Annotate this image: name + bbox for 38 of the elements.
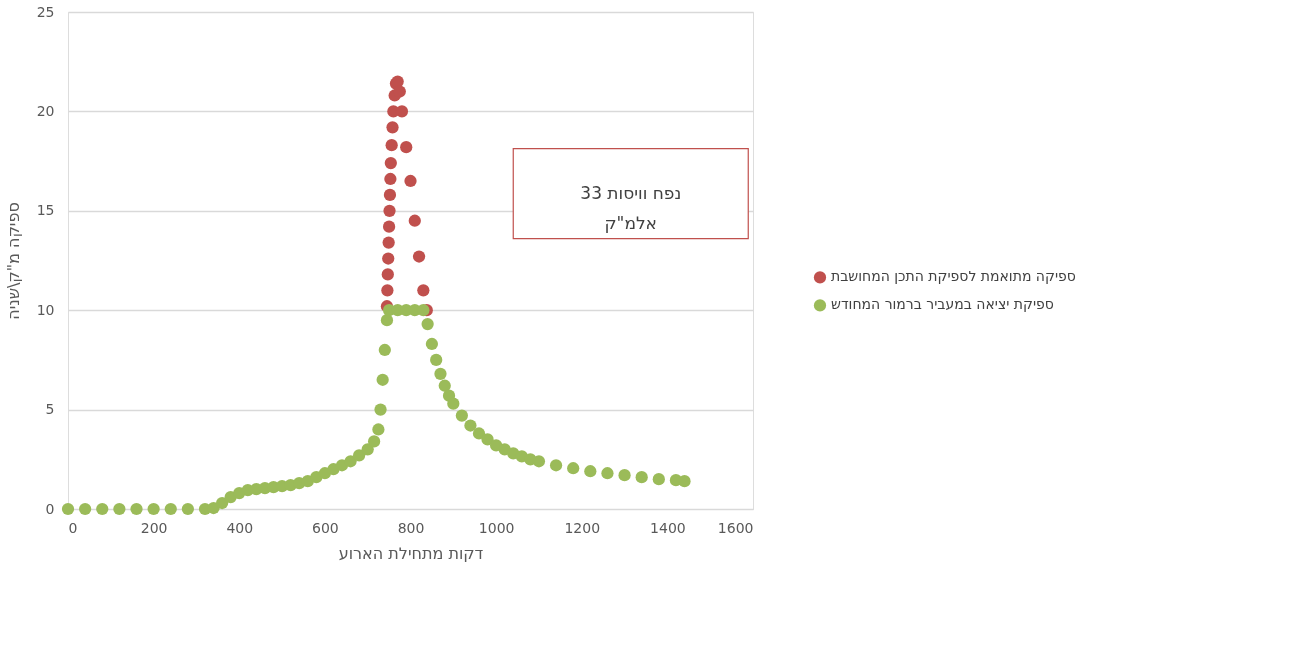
point (381, 268, 394, 281)
point (382, 220, 396, 233)
x-tick-label: 400 (226, 519, 254, 536)
x-tick-label: 1000 (478, 519, 515, 536)
point (386, 121, 399, 134)
point (382, 236, 395, 249)
y-tick-label: 15 (36, 202, 55, 219)
y-tick-label: 10 (36, 301, 55, 318)
point (385, 139, 398, 152)
point (383, 204, 396, 217)
point (384, 172, 397, 186)
x-tick-label: 800 (397, 519, 425, 536)
legend-label: ספיקה מתואמת לספיקת התכן המחושבת (831, 268, 1076, 285)
annotation: נפח וויסות 33 אלמ"ק (580, 182, 682, 233)
point (412, 250, 426, 263)
point (400, 141, 413, 154)
x-tick-label: 0 (68, 519, 78, 536)
point (395, 105, 409, 118)
x-axis-title: דקות מתחילת הארוע (338, 543, 484, 563)
x-tick-label: 200 (140, 519, 168, 536)
y-tick-label: 25 (36, 3, 55, 20)
y-axis-title: ספיקה מ"ק\שניה (3, 202, 23, 320)
x-tick-label: 1200 (564, 519, 601, 536)
legend-label: ספיקת יציאה במעביר ברמור המחודש (831, 296, 1054, 313)
point (408, 214, 421, 227)
point (381, 284, 394, 297)
y-tick-label: 0 (45, 500, 55, 517)
x-tick-label: 600 (312, 519, 339, 536)
y-tick-label: 5 (45, 401, 55, 418)
point (417, 284, 430, 297)
point (382, 252, 395, 265)
point (393, 85, 406, 98)
point (383, 188, 397, 202)
y-tick-label: 20 (36, 102, 55, 119)
x-tick-label: 1400 (650, 519, 686, 536)
point (404, 174, 417, 188)
point (384, 156, 397, 170)
x-tick-label: 1600 (717, 519, 754, 536)
